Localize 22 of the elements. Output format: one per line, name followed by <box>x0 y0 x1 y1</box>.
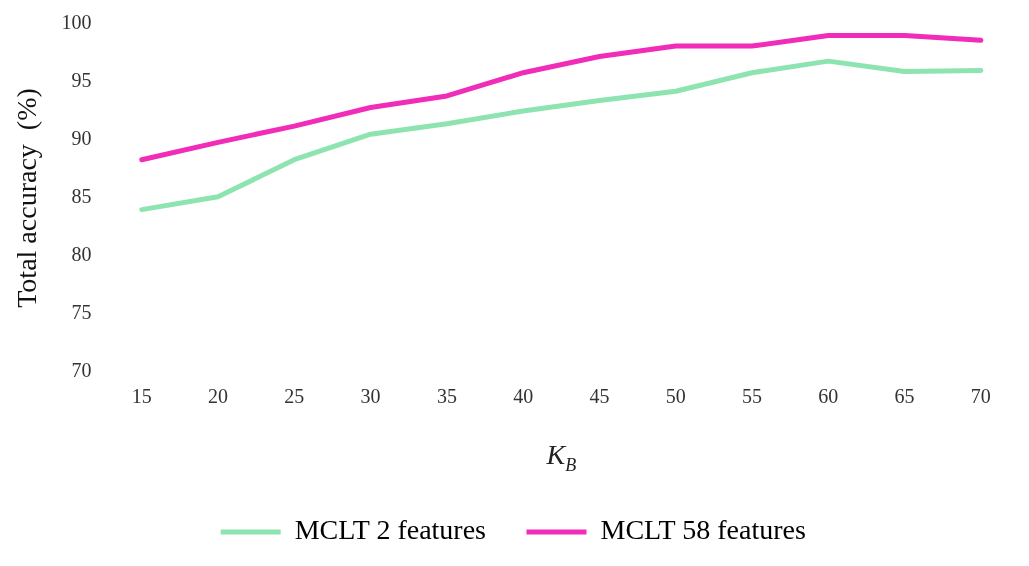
y-tick-label: 75 <box>71 301 92 324</box>
x-tick-label: 35 <box>436 385 457 408</box>
y-tick-label: 80 <box>71 243 92 266</box>
x-tick-label: 50 <box>665 385 686 408</box>
x-tick-label: 25 <box>284 385 305 408</box>
x-tick-label: 30 <box>360 385 381 408</box>
y-tick-label: 100 <box>61 11 92 34</box>
y-tick-label: 95 <box>71 69 92 92</box>
legend-label: MCLT 2 features <box>294 514 486 546</box>
x-tick-label: 15 <box>131 385 152 408</box>
x-tick-label: 55 <box>742 385 763 408</box>
x-tick-label: 40 <box>513 385 534 408</box>
y-tick-label: 85 <box>71 185 92 208</box>
x-tick-label: 60 <box>818 385 839 408</box>
x-tick-label: 20 <box>208 385 229 408</box>
y-axis-title: Total accuracy (%) <box>11 88 43 308</box>
y-tick-label: 70 <box>71 359 92 382</box>
x-tick-label: 70 <box>970 385 991 408</box>
y-tick-label: 90 <box>71 127 92 150</box>
x-tick-label: 65 <box>894 385 915 408</box>
x-tick-label: 45 <box>589 385 610 408</box>
legend-label: MCLT 58 features <box>600 514 806 546</box>
